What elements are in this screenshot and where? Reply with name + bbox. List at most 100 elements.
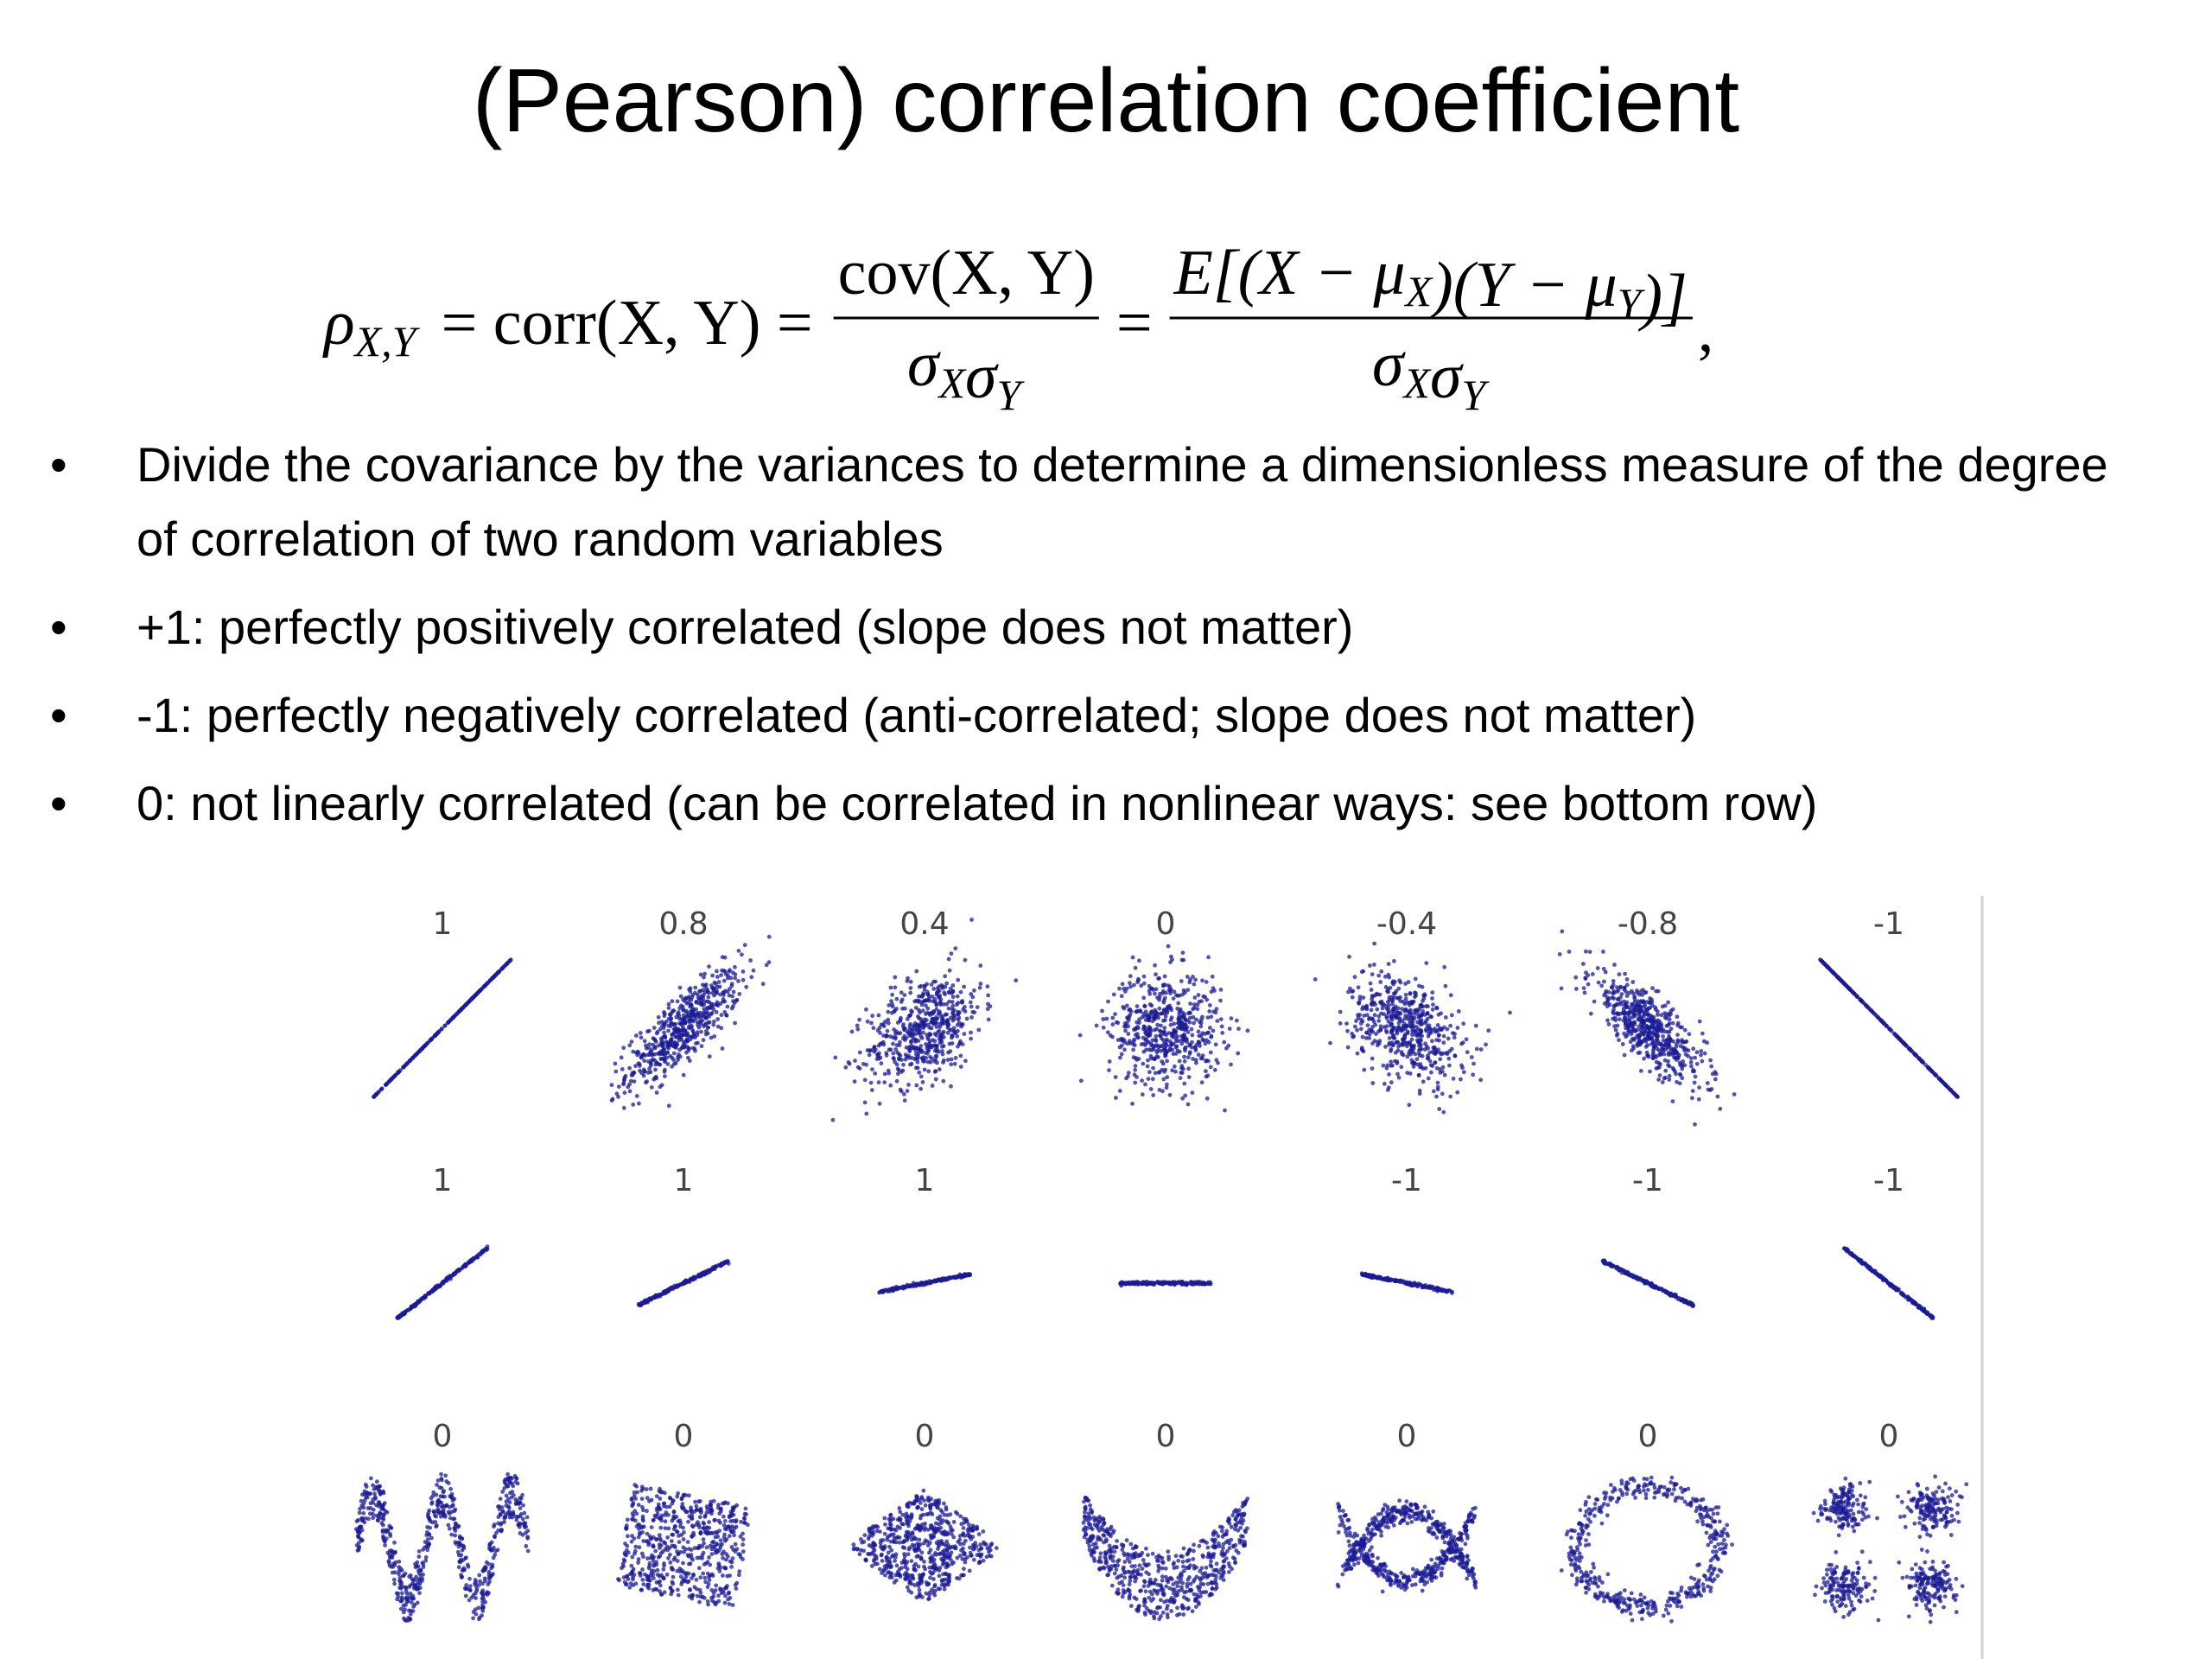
scatter-dot — [1898, 1291, 1904, 1295]
scatter-dot — [644, 1046, 649, 1051]
scatter-dot — [892, 1027, 896, 1032]
scatter-dot — [678, 1022, 683, 1027]
scatter-dot — [1158, 1044, 1162, 1049]
scatter-dot — [1643, 1007, 1649, 1013]
scatter-dot — [1207, 1009, 1212, 1014]
scatter-dot — [1456, 1009, 1461, 1014]
scatter-dot — [1157, 1088, 1162, 1092]
scatter-dot — [1567, 950, 1572, 954]
scatter-dot — [975, 1005, 980, 1009]
scatter-plot — [609, 934, 772, 1110]
scatter-dot — [1192, 995, 1198, 1000]
scatter-dot — [896, 1071, 900, 1077]
scatter-dot — [920, 1008, 925, 1014]
scatter-dot — [930, 995, 935, 999]
scatter-dot — [1191, 1007, 1195, 1012]
scatter-dot — [864, 1007, 868, 1012]
scatter-dot — [1185, 1102, 1191, 1107]
scatter-dot — [464, 1263, 468, 1268]
scatter-dot — [917, 1007, 921, 1013]
scatter-dot — [1351, 1034, 1356, 1039]
scatter-dot — [1932, 1071, 1937, 1077]
scatter-dot — [1670, 1099, 1675, 1103]
scatter-dot — [910, 1056, 914, 1060]
correlation-label: 0 — [433, 1419, 453, 1454]
scatter-dot — [1622, 986, 1627, 990]
scatter-dot — [1452, 1032, 1457, 1036]
scatter-dot — [1682, 1027, 1688, 1033]
scatter-dot — [1182, 1046, 1187, 1051]
scatter-dot — [1624, 1020, 1628, 1026]
scatter-dot — [662, 1069, 667, 1074]
scatter-dot — [898, 1018, 903, 1022]
scatter-dot — [696, 1040, 700, 1046]
scatter-dot — [1559, 986, 1564, 991]
scatter-dot — [710, 1265, 715, 1270]
scatter-dot — [1952, 1091, 1957, 1096]
scatter-dot — [1356, 1013, 1360, 1018]
scatter-dot — [1210, 974, 1215, 979]
scatter-dot — [632, 1079, 637, 1084]
scatter-dot — [1390, 1001, 1395, 1007]
scatter-dot — [699, 995, 704, 1000]
scatter-dot — [1192, 982, 1197, 987]
scatter-dot — [1218, 998, 1223, 1003]
scatter-dot — [1135, 1032, 1140, 1036]
formula-part: σXσY — [1372, 329, 1491, 419]
scatter-dot — [1430, 1049, 1435, 1054]
scatter-dot — [877, 1026, 882, 1030]
scatter-dot — [1160, 982, 1166, 988]
scatter-dot — [1444, 1289, 1448, 1294]
scatter-dot — [681, 1008, 686, 1013]
scatter-dot — [942, 990, 947, 995]
scatter-dot — [1693, 1055, 1697, 1060]
scatter-dot — [1632, 1036, 1637, 1041]
scatter-dot — [1186, 1075, 1192, 1079]
scatter-dot — [893, 1059, 897, 1065]
scatter-plot — [1818, 957, 1960, 1099]
scatter-dot — [1615, 1023, 1620, 1028]
scatter-dot — [690, 1035, 696, 1039]
scatter-dot — [627, 1043, 632, 1048]
scatter-dot — [714, 1010, 719, 1014]
scatter-dot — [1441, 1051, 1446, 1056]
scatter-dot — [1642, 1056, 1646, 1061]
scatter-dot — [935, 990, 939, 995]
scatter-dot — [622, 1077, 626, 1083]
scatter-dot — [1851, 1254, 1856, 1258]
scatter-dot — [664, 1055, 670, 1060]
scatter-dot — [1187, 1011, 1192, 1015]
scatter-dot — [766, 960, 772, 964]
scatter-dot — [613, 1061, 618, 1066]
scatter-dot — [1229, 1016, 1234, 1020]
scatter-dot — [726, 976, 730, 981]
scatter-dot — [484, 982, 488, 987]
scatter-dot — [699, 1022, 703, 1027]
scatter-dot — [1382, 1082, 1387, 1086]
scatter-dot — [663, 1074, 667, 1078]
scatter-dot — [710, 973, 715, 978]
scatter-dot — [899, 1000, 904, 1004]
scatter-dot — [1193, 1281, 1198, 1286]
scatter-dot — [922, 998, 927, 1003]
scatter-dot — [932, 1048, 938, 1053]
scatter-dot — [734, 997, 740, 1002]
scatter-dot — [1213, 1042, 1218, 1047]
scatter-dot — [1179, 1024, 1184, 1028]
scatter-dot — [1446, 1036, 1451, 1041]
formula-part: , — [1698, 295, 1714, 365]
scatter-dot — [1205, 997, 1210, 1002]
scatter-dot — [1140, 1092, 1145, 1097]
correlation-label: 0.8 — [658, 906, 708, 942]
scatter-plot — [1600, 1258, 1696, 1309]
scatter-dot — [1170, 1032, 1175, 1037]
scatter-dot — [1705, 1040, 1709, 1046]
scatter-dot — [902, 1098, 907, 1103]
correlation-label: -1 — [1391, 1163, 1422, 1198]
scatter-dot — [956, 1001, 961, 1005]
scatter-dot — [1402, 1035, 1408, 1040]
scatter-dot — [1163, 1067, 1168, 1072]
scatter-dot — [1667, 1073, 1672, 1078]
scatter-dot — [423, 1043, 428, 1047]
scatter-dot — [919, 1050, 925, 1054]
